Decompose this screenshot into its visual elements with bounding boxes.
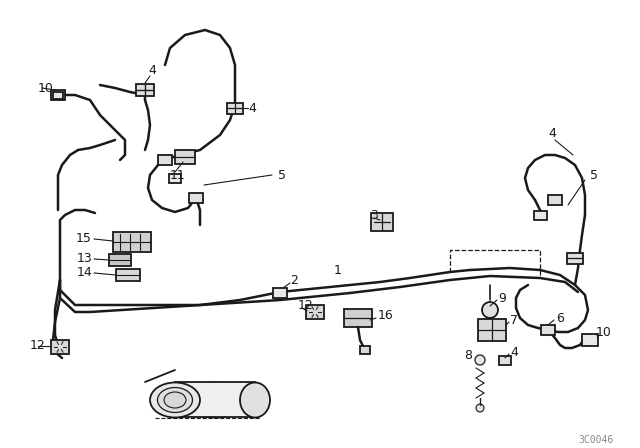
Ellipse shape [157,388,193,413]
Text: 4: 4 [548,126,556,139]
Bar [113,232,151,252]
Bar [499,356,511,365]
Bar [158,155,172,165]
Bar [371,213,393,231]
Circle shape [585,335,595,345]
Bar [227,103,243,113]
Circle shape [482,302,498,318]
Text: 5: 5 [278,168,286,181]
Text: 14: 14 [76,266,92,279]
Bar [478,319,506,341]
Circle shape [191,193,201,203]
Bar [548,195,562,205]
Circle shape [475,355,485,365]
Text: 7: 7 [510,314,518,327]
Circle shape [476,404,484,412]
Text: 15: 15 [76,232,92,245]
Bar [582,334,598,346]
Bar [175,382,255,417]
Text: 2: 2 [290,273,298,287]
Bar [53,91,63,99]
Text: 10: 10 [596,326,612,339]
Text: 10: 10 [38,82,54,95]
Bar [169,173,181,182]
Ellipse shape [164,392,186,408]
Text: 13: 13 [76,251,92,264]
Bar [541,325,555,335]
Bar [136,84,154,96]
Bar [534,211,547,220]
Text: 12: 12 [30,339,45,352]
Text: 4: 4 [148,64,156,77]
Bar [189,193,203,203]
Bar [175,150,195,164]
Text: 5: 5 [590,168,598,181]
Bar [51,90,65,100]
Text: 16: 16 [378,309,394,322]
Text: 9: 9 [498,292,506,305]
Bar [360,346,370,354]
Ellipse shape [150,383,200,418]
Bar [116,269,140,281]
Bar [306,305,324,319]
Bar [344,309,372,327]
Bar [273,288,287,298]
Text: 3: 3 [370,208,378,221]
Text: 3C0046: 3C0046 [578,435,613,445]
Bar [51,340,69,354]
Text: 6: 6 [556,311,564,324]
Text: 4: 4 [510,345,518,358]
Text: 12: 12 [298,298,314,311]
Text: 11: 11 [170,168,186,181]
Circle shape [54,91,62,99]
Ellipse shape [175,383,255,418]
Text: 4: 4 [248,102,256,115]
Bar [109,254,131,266]
Text: 1: 1 [334,263,342,276]
Circle shape [160,155,170,165]
Bar [567,253,583,263]
Ellipse shape [240,383,270,418]
Text: 8: 8 [464,349,472,362]
